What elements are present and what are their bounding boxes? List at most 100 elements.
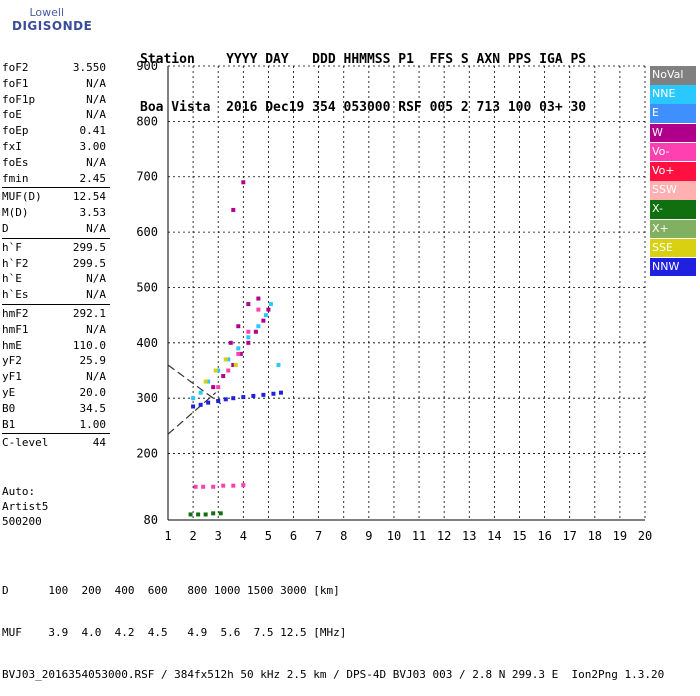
param-row: foF2 3.550 — [2, 60, 110, 76]
x-tick-label: 13 — [462, 529, 476, 543]
data-point-x- — [196, 512, 201, 517]
station-header: Station YYYY DAY DDD HHMMSS P1 FFS S AXN… — [140, 20, 586, 132]
param-row: yE 20.0 — [2, 385, 110, 401]
x-tick-label: 19 — [613, 529, 627, 543]
param-name: hmF1 — [2, 322, 29, 336]
data-point-x- — [203, 512, 208, 517]
param-name: B1 — [2, 417, 16, 431]
data-point-w — [266, 307, 271, 312]
param-name: h`Es — [2, 288, 29, 302]
param-separator — [2, 433, 110, 435]
legend-item: NoVal — [650, 66, 696, 85]
header-values: Boa Vista 2016 Dec19 354 053000 RSF 005 … — [140, 100, 587, 115]
legend-item: SSE — [650, 238, 696, 258]
legend-item: NNE — [650, 85, 696, 104]
direction-legend: NoVal NNE E W Vo- Vo+ SSW X- X+ SSE NNW — [650, 66, 696, 277]
x-tick-label: 14 — [487, 529, 501, 543]
param-name: yE — [2, 385, 16, 399]
data-point-nnw — [241, 395, 246, 400]
footer-muf-row: MUF 3.9 4.0 4.2 4.5 4.9 5.6 7.5 12.5 [MH… — [2, 626, 347, 639]
param-row: foE N/A — [2, 107, 110, 123]
param-value: N/A — [86, 288, 106, 302]
x-tick-label: 3 — [215, 529, 222, 543]
legend-item: W — [650, 123, 696, 143]
param-value: 0.41 — [79, 124, 107, 138]
data-point-vo- — [226, 368, 231, 373]
footer-distance-row: D 100 200 400 600 800 1000 1500 3000 [km… — [2, 584, 340, 597]
data-point-vo- — [231, 483, 236, 488]
data-point-vo- — [241, 483, 246, 488]
param-name: fxI — [2, 139, 22, 153]
param-row: h`E N/A — [2, 271, 110, 287]
auto-version: 500200 — [2, 515, 42, 528]
param-separator — [2, 303, 110, 305]
data-point-vo- — [246, 329, 251, 334]
y-tick-label: 800 — [136, 114, 158, 128]
param-value: 34.5 — [79, 401, 107, 415]
param-value: 3.550 — [72, 61, 106, 74]
data-point-w — [221, 374, 226, 379]
param-value: N/A — [86, 76, 106, 90]
param-name: MUF(D) — [2, 190, 42, 204]
y-tick-label: 600 — [136, 225, 158, 239]
param-name: yF1 — [2, 370, 22, 384]
annotation-line — [167, 392, 217, 435]
data-point-w — [231, 207, 236, 212]
y-tick-label: 400 — [136, 336, 158, 350]
legend-item: X- — [650, 200, 696, 219]
param-separator — [2, 187, 110, 189]
x-tick-label: 4 — [240, 529, 247, 543]
data-point-nne — [198, 390, 203, 395]
x-tick-label: 2 — [189, 529, 196, 543]
data-point-nnw — [251, 393, 256, 398]
annotation-line — [167, 364, 222, 405]
data-point-nne — [191, 396, 196, 401]
data-point-vo- — [193, 484, 198, 489]
param-value: 299.5 — [72, 240, 106, 254]
legend-item: X+ — [650, 219, 696, 239]
data-point-nne — [226, 357, 231, 362]
data-point-vo- — [201, 484, 206, 489]
data-point-x- — [188, 512, 193, 517]
param-row: h`F 299.5 — [2, 240, 110, 256]
y-tick-label: 200 — [136, 447, 158, 461]
data-point-w — [246, 340, 251, 345]
param-row: B0 34.5 — [2, 401, 110, 417]
param-row: fmin 2.45 — [2, 171, 110, 187]
y-tick-label: 500 — [136, 280, 158, 294]
data-point-x- — [218, 511, 223, 516]
data-point-nnw — [271, 391, 276, 396]
logo-line2: DIGISONDE — [12, 19, 93, 33]
data-point-nnw — [206, 400, 211, 405]
data-point-w — [256, 296, 261, 301]
param-row: hmF2 292.1 — [2, 306, 110, 322]
data-point-sse — [223, 357, 228, 362]
x-tick-label: 18 — [588, 529, 602, 543]
param-row: hmE 110.0 — [2, 338, 110, 354]
data-point-nnw — [231, 396, 236, 401]
data-point-w — [241, 180, 246, 185]
param-value: N/A — [86, 221, 106, 235]
digisonde-logo: Lowell DIGISONDE — [4, 6, 92, 42]
param-value: 12.54 — [72, 190, 106, 204]
data-point-vo- — [211, 484, 216, 489]
param-value: 3.00 — [79, 139, 107, 153]
param-separator — [2, 237, 110, 239]
y-tick-label: 700 — [136, 170, 158, 184]
param-value: 25.9 — [79, 354, 107, 368]
param-name: foF1p — [2, 92, 36, 106]
param-value: N/A — [86, 370, 106, 384]
param-name: h`E — [2, 272, 22, 286]
param-value: 3.53 — [79, 206, 107, 220]
data-point-nne — [206, 379, 211, 384]
data-point-nnw — [261, 392, 266, 397]
param-name: h`F — [2, 240, 22, 254]
x-tick-label: 10 — [387, 529, 401, 543]
param-name: C-level — [2, 436, 49, 450]
data-point-w — [211, 385, 216, 390]
param-value: 44 — [92, 436, 106, 450]
data-point-w — [246, 302, 251, 307]
param-row: h`Es N/A — [2, 287, 110, 303]
x-tick-label: 17 — [562, 529, 576, 543]
param-row: foF1p N/A — [2, 92, 110, 108]
